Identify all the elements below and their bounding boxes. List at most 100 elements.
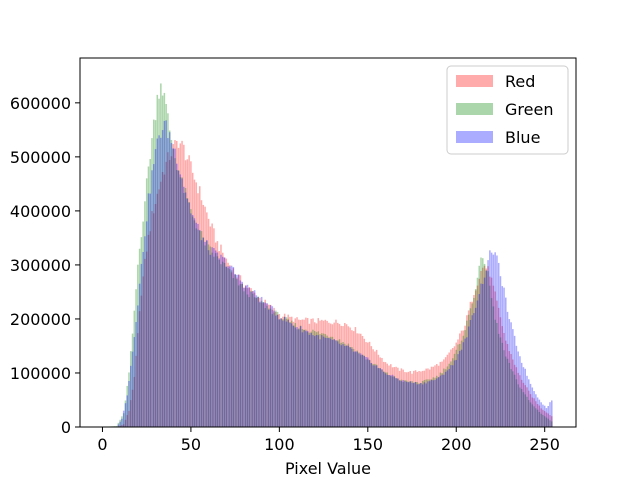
bar: [413, 383, 415, 427]
bar: [164, 121, 166, 427]
bar: [468, 327, 470, 427]
bar: [231, 266, 233, 427]
bar: [339, 344, 341, 427]
bar: [188, 203, 190, 427]
bar: [234, 274, 236, 427]
bar: [427, 381, 429, 427]
bar: [148, 193, 150, 427]
bar: [185, 193, 187, 428]
bar: [174, 149, 176, 427]
bar: [374, 365, 376, 427]
bar: [303, 330, 305, 427]
bar: [369, 360, 371, 427]
bar: [194, 218, 196, 427]
bar: [310, 333, 312, 427]
bar: [309, 335, 311, 427]
bar: [503, 288, 505, 427]
bar: [482, 284, 484, 427]
bar: [441, 375, 443, 427]
series-blue: [118, 120, 553, 427]
y-tick-label: 100000: [10, 364, 71, 383]
bar: [443, 375, 445, 427]
bar: [238, 275, 240, 427]
bar: [121, 419, 123, 427]
bar: [448, 369, 450, 427]
x-axis-label: Pixel Value: [285, 459, 371, 478]
bar: [362, 355, 364, 427]
y-tick-label: 300000: [10, 256, 71, 275]
bar: [165, 120, 167, 427]
bar: [379, 368, 381, 427]
bar: [213, 248, 215, 427]
bar: [282, 321, 284, 427]
bar: [215, 250, 217, 427]
bar: [378, 368, 380, 427]
bar: [454, 360, 456, 427]
bar: [321, 335, 323, 427]
bar: [130, 366, 132, 427]
bar: [256, 295, 258, 427]
bar: [342, 344, 344, 427]
bar: [126, 395, 128, 427]
bar: [434, 380, 436, 427]
bar: [341, 345, 343, 427]
bar: [279, 319, 281, 427]
bar: [524, 369, 526, 427]
bar: [270, 305, 272, 427]
bar: [318, 335, 320, 427]
bar: [241, 282, 243, 427]
x-tick-label: 200: [441, 435, 472, 454]
bar: [333, 339, 335, 427]
bar: [162, 130, 164, 427]
bar: [348, 346, 350, 427]
bar: [328, 338, 330, 427]
bar: [381, 369, 383, 427]
bar: [516, 346, 518, 427]
bar: [463, 342, 465, 427]
bar: [399, 380, 401, 427]
bar: [493, 255, 495, 427]
bar: [291, 323, 293, 427]
bar: [349, 347, 351, 427]
bar: [540, 402, 542, 427]
bar: [272, 306, 274, 427]
bar: [498, 263, 500, 427]
bar: [394, 377, 396, 427]
bar: [409, 381, 411, 427]
bar: [501, 286, 503, 427]
bar: [519, 356, 521, 427]
bar: [440, 376, 442, 427]
bar: [332, 340, 334, 427]
bar: [521, 363, 523, 427]
bar: [169, 132, 171, 427]
bar: [183, 187, 185, 427]
bar: [245, 286, 247, 427]
y-tick-label: 600000: [10, 94, 71, 113]
bar: [486, 271, 488, 427]
bar: [199, 230, 201, 427]
bar: [372, 365, 374, 427]
bar: [132, 352, 134, 427]
bar: [523, 367, 525, 427]
bar: [473, 313, 475, 427]
bar: [491, 253, 493, 427]
bar: [287, 320, 289, 427]
bar: [510, 322, 512, 427]
bar: [397, 378, 399, 427]
bar: [210, 255, 212, 427]
bar: [425, 383, 427, 427]
bar: [401, 381, 403, 427]
bar: [477, 300, 479, 427]
y-tick-label: 400000: [10, 202, 71, 221]
bar: [236, 275, 238, 427]
bar: [344, 346, 346, 427]
bar: [551, 400, 553, 427]
legend-swatch-red: [456, 75, 493, 87]
bar: [176, 164, 178, 427]
bar: [355, 351, 357, 427]
bar: [277, 315, 279, 427]
bar: [139, 284, 141, 427]
bar: [155, 149, 157, 427]
bar: [547, 406, 549, 427]
